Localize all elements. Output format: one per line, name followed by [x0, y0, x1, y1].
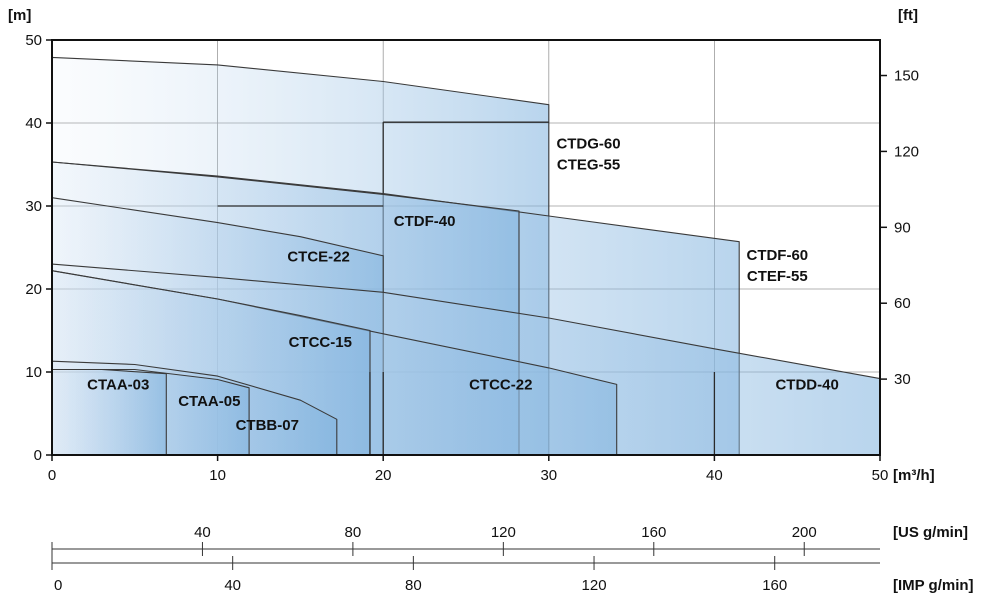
y-axis-unit-label: [m] — [8, 7, 31, 24]
ft-tick-label: 30 — [894, 371, 911, 388]
y-tick-label: 10 — [25, 364, 42, 381]
region-label-ctdf-60-ctef-55: CTDF-60 — [746, 247, 808, 264]
region-label-ctaa-03: CTAA-03 — [87, 376, 149, 393]
us-gpm-tick-label: 40 — [194, 524, 211, 541]
plot-border — [51, 39, 881, 456]
region-labels: CTDG-60 CTEG-55 CTDF-60 CTEF-55 CTDF-40 CTCE-… — [87, 136, 839, 434]
y-tick-label: 50 — [25, 32, 42, 49]
region-label-ctdf-60-ctef-55: CTEF-55 — [747, 268, 808, 285]
plot-frame — [51, 39, 881, 456]
region-label-ctbb-07: CTBB-07 — [236, 417, 299, 434]
region-label-ctaa-05: CTAA-05 — [178, 393, 240, 410]
us-gpm-unit-label: [US g/min] — [893, 524, 968, 541]
x-tick-label: 30 — [540, 467, 557, 484]
ft-tick-label: 90 — [894, 219, 911, 236]
ft-tick-label: 150 — [894, 68, 919, 85]
x-tick-label: 20 — [375, 467, 392, 484]
x-tick-label: 10 — [209, 467, 226, 484]
us-gpm-tick-label: 160 — [641, 524, 666, 541]
us-gpm-tick-label: 80 — [345, 524, 362, 541]
ft-axis-unit-label: [ft] — [898, 7, 918, 24]
x-axis-unit-label: [m³/h] — [893, 467, 935, 484]
region-label-ctcc-22: CTCC-22 — [469, 376, 532, 393]
us-gpm-tick-label: 120 — [491, 524, 516, 541]
y-tick-label: 20 — [25, 281, 42, 298]
imp-gpm-unit-label: [IMP g/min] — [893, 577, 974, 594]
performance-regions — [51, 56, 881, 456]
ft-tick-label: 120 — [894, 143, 919, 160]
x-tick-label: 0 — [48, 467, 56, 484]
imp-gpm-tick-label: 40 — [224, 577, 241, 594]
y-tick-label: 0 — [34, 447, 42, 464]
x-tick-label: 50 — [872, 467, 889, 484]
imp-gpm-tick-label: 0 — [54, 577, 62, 594]
region-label-ctcc-15: CTCC-15 — [289, 334, 352, 351]
us-gpm-tick-label: 200 — [792, 524, 817, 541]
imp-gpm-tick-label: 160 — [762, 577, 787, 594]
region-label-ctdd-40: CTDD-40 — [775, 376, 838, 393]
y-tick-label: 40 — [25, 115, 42, 132]
region-label-ctdg-60-cteg-55: CTEG-55 — [557, 157, 620, 174]
region-label-ctdg-60-cteg-55: CTDG-60 — [556, 136, 620, 153]
y-tick-label: 30 — [25, 198, 42, 215]
us-gpm-axis: 40 80 120 160 200 [US g/min] — [51, 524, 968, 556]
region-label-ctdf-40: CTDF-40 — [394, 213, 456, 230]
imp-gpm-axis: 0 40 80 120 160 [IMP g/min] — [51, 556, 974, 594]
ft-tick-label: 60 — [894, 295, 911, 312]
region-label-ctce-22: CTCE-22 — [287, 249, 350, 266]
imp-gpm-tick-label: 80 — [405, 577, 422, 594]
x-tick-label: 40 — [706, 467, 723, 484]
imp-gpm-tick-label: 120 — [582, 577, 607, 594]
